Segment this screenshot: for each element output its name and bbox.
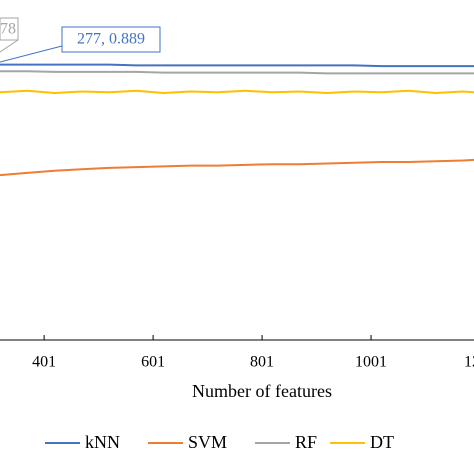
x-tick-label: 1001 [355,354,387,371]
x-tick-label: 601 [141,354,165,371]
line-series [0,70,474,75]
annotation-box [0,17,19,41]
legend-label: SVM [188,432,227,452]
annotation-leader [0,39,19,53]
legend-label: kNN [85,432,120,452]
annotation-box [61,26,161,53]
x-tick-label: 401 [32,354,56,371]
annotation-leader [0,45,63,63]
line-series [0,89,474,94]
x-tick-label: 1201 [464,354,474,371]
x-tick-label: 801 [250,354,274,371]
line-series [0,158,474,177]
line-series [0,63,474,68]
legend-label: DT [370,432,394,452]
annotation: 78 [0,21,16,38]
x-axis-title: Number of features [192,381,332,401]
legend-label: RF [295,432,317,452]
annotation: 277, 0.889 [77,31,145,48]
